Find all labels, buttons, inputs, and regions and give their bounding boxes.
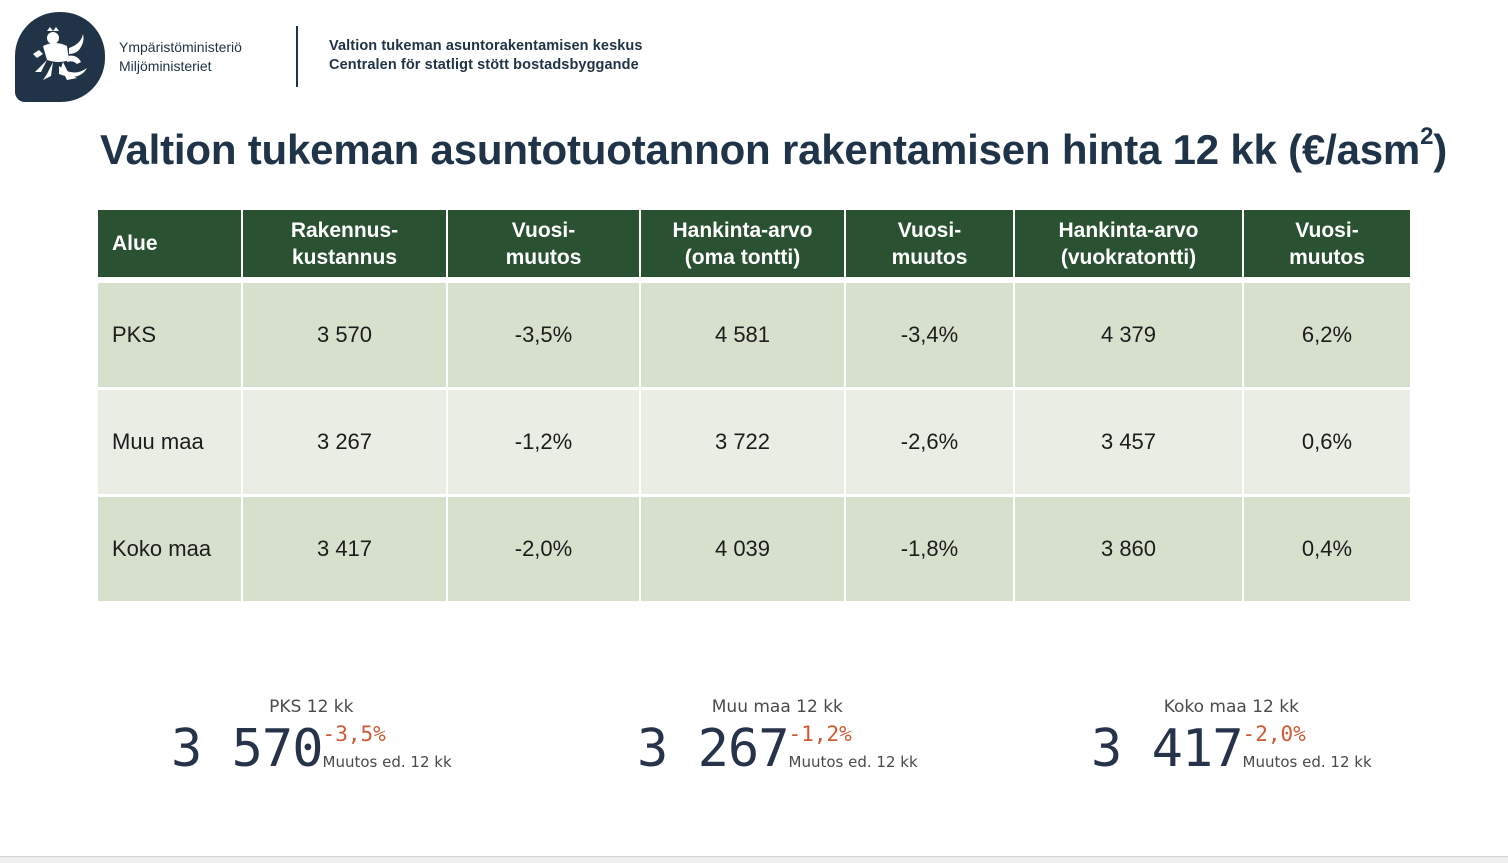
column-header-acquisition-leased-plot: Hankinta-arvo (vuokratontti) bbox=[1013, 210, 1242, 277]
agency-name-sv: Centralen för statligt stött bostadsbygg… bbox=[329, 57, 639, 73]
table-cell-area: PKS bbox=[98, 277, 241, 387]
kpi-delta: -3,5% bbox=[322, 722, 386, 746]
kpi-delta: -1,2% bbox=[788, 722, 852, 746]
table-cell: -3,5% bbox=[446, 277, 639, 387]
kpi-card-pks: PKS 12 kk 3 570 -3,5% Muutos ed. 12 kk bbox=[171, 697, 452, 779]
kpi-card-koko-maa: Koko maa 12 kk 3 417 -2,0% Muutos ed. 12… bbox=[1091, 697, 1372, 779]
column-header-area: Alue bbox=[98, 210, 241, 277]
agency-name-fi: Valtion tukeman asuntorakentamisen kesku… bbox=[329, 38, 643, 54]
table-cell: 4 379 bbox=[1013, 277, 1242, 387]
page-title: Valtion tukeman asuntotuotannon rakentam… bbox=[100, 123, 1448, 174]
kpi-card-muu-maa: Muu maa 12 kk 3 267 -1,2% Muutos ed. 12 … bbox=[637, 697, 918, 779]
table-cell-area: Koko maa bbox=[98, 494, 241, 601]
kpi-note: Muutos ed. 12 kk bbox=[322, 753, 452, 771]
table-cell: 0,6% bbox=[1242, 387, 1410, 494]
table-cell: 3 417 bbox=[241, 494, 446, 601]
kpi-value: 3 417 bbox=[1091, 719, 1244, 779]
table-cell: 4 581 bbox=[639, 277, 844, 387]
kpi-label: Muu maa 12 kk bbox=[711, 697, 843, 717]
kpi-value: 3 570 bbox=[171, 719, 324, 779]
page-title-text: Valtion tukeman asuntotuotannon rakentam… bbox=[100, 126, 1421, 173]
table-cell: -3,4% bbox=[844, 277, 1013, 387]
page-title-close: ) bbox=[1433, 126, 1448, 173]
lion-crest-icon bbox=[33, 27, 87, 80]
page-title-superscript: 2 bbox=[1420, 123, 1434, 150]
table-row: Koko maa 3 417 -2,0% 4 039 -1,8% 3 860 0… bbox=[98, 494, 1410, 601]
column-header-annual-change: Vuosi-muutos bbox=[844, 210, 1013, 277]
price-table: Alue Rakennus-kustannus Vuosi-muutos Han… bbox=[98, 210, 1410, 601]
agency-name: Valtion tukeman asuntorakentamisen kesku… bbox=[329, 37, 643, 75]
table-cell: 4 039 bbox=[639, 494, 844, 601]
column-header-building-cost: Rakennus-kustannus bbox=[241, 210, 446, 277]
bottom-border bbox=[0, 856, 1508, 863]
ministry-name-fi: Ympäristöministeriö bbox=[119, 39, 242, 55]
table-cell: 3 457 bbox=[1013, 387, 1242, 494]
kpi-label: PKS 12 kk bbox=[269, 697, 354, 717]
column-header-annual-change: Vuosi-muutos bbox=[446, 210, 639, 277]
table-cell: 3 860 bbox=[1013, 494, 1242, 601]
table-cell: 0,4% bbox=[1242, 494, 1410, 601]
kpi-note: Muutos ed. 12 kk bbox=[788, 753, 918, 771]
column-header-annual-change: Vuosi-muutos bbox=[1242, 210, 1410, 277]
table-cell: 6,2% bbox=[1242, 277, 1410, 387]
kpi-note: Muutos ed. 12 kk bbox=[1242, 753, 1372, 771]
table-cell: 3 570 bbox=[241, 277, 446, 387]
table-row: Muu maa 3 267 -1,2% 3 722 -2,6% 3 457 0,… bbox=[98, 387, 1410, 494]
table-row: PKS 3 570 -3,5% 4 581 -3,4% 4 379 6,2% bbox=[98, 277, 1410, 387]
table-cell: -2,0% bbox=[446, 494, 639, 601]
header-divider bbox=[296, 26, 298, 87]
table-cell: -1,2% bbox=[446, 387, 639, 494]
table-cell: -1,8% bbox=[844, 494, 1013, 601]
kpi-delta: -2,0% bbox=[1242, 722, 1306, 746]
ministry-logo bbox=[15, 12, 105, 102]
table-cell: 3 267 bbox=[241, 387, 446, 494]
table-cell-area: Muu maa bbox=[98, 387, 241, 494]
column-header-acquisition-own-plot: Hankinta-arvo (oma tontti) bbox=[639, 210, 844, 277]
table-cell: 3 722 bbox=[639, 387, 844, 494]
table-cell: -2,6% bbox=[844, 387, 1013, 494]
ministry-name-sv: Miljöministeriet bbox=[119, 58, 212, 74]
table-header-row: Alue Rakennus-kustannus Vuosi-muutos Han… bbox=[98, 210, 1410, 277]
kpi-label: Koko maa 12 kk bbox=[1163, 697, 1299, 717]
kpi-value: 3 267 bbox=[637, 719, 790, 779]
ministry-name: Ympäristöministeriö Miljöministeriet bbox=[119, 38, 242, 76]
